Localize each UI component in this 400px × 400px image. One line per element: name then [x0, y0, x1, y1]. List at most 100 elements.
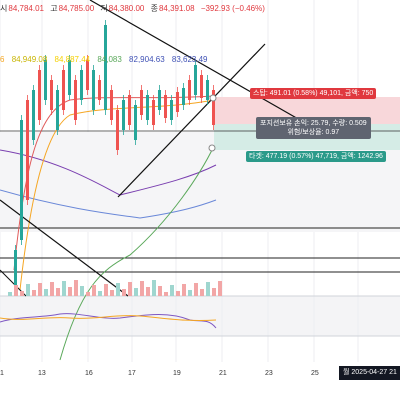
stop-loss-tag[interactable]: 스탑: 491.01 (0.58%) 49,101, 금액: 750: [250, 88, 377, 99]
close-label: 종: [150, 4, 158, 13]
candle-body: [164, 95, 167, 118]
volume-bar: [128, 282, 132, 296]
volume-bar: [200, 289, 204, 296]
moving-average-legend: 6 84,949.08 84,887.44 84,083 82,904.63 8…: [0, 55, 212, 64]
volume-bar: [164, 292, 168, 296]
candle-body: [62, 70, 65, 110]
close-value: 84,391.08: [158, 4, 195, 13]
candle-body: [14, 250, 17, 290]
x-axis-label-21: 21: [219, 370, 227, 377]
low-label: 저: [100, 4, 108, 13]
candle-body: [152, 100, 155, 125]
ohlc-legend: 시84,784.01 고84,785.00 저84,380.00 종84,391…: [0, 3, 266, 14]
x-axis-label-23: 23: [265, 370, 273, 377]
candle-body: [158, 90, 161, 110]
candle-body: [80, 70, 83, 100]
open-value: 84,784.01: [8, 4, 44, 13]
volume-bar: [194, 283, 198, 296]
candle-body: [26, 100, 29, 200]
candle-body: [194, 65, 197, 95]
ma-value-3: 84,083: [97, 55, 122, 64]
volume-bar: [80, 286, 84, 296]
entry-marker: [209, 94, 217, 102]
position-pnl-text: 포지션보유 손익: 25.79, 수량: 0.509: [260, 120, 367, 127]
candle-body: [206, 80, 209, 100]
position-info-box[interactable]: 포지션보유 손익: 25.79, 수량: 0.509 위험/보상율: 0.97: [256, 117, 371, 139]
low-value: 84,380.00: [108, 4, 145, 13]
volume-bar: [140, 281, 144, 296]
volume-bar: [20, 291, 24, 296]
candle-body: [146, 95, 149, 120]
ma-value-2: 84,887.44: [54, 55, 91, 64]
candle-body: [92, 70, 95, 110]
volume-bar: [98, 291, 102, 296]
candle-body: [50, 80, 53, 110]
volume-bar: [104, 284, 108, 296]
oscillator-pane-background: [0, 296, 400, 336]
x-axis-label-first: 1: [0, 370, 4, 377]
oscillator-signal-line: [0, 315, 217, 322]
volume-bar: [134, 288, 138, 296]
volume-bar: [92, 285, 96, 296]
volume-bar: [212, 288, 216, 296]
volume-bar: [218, 281, 222, 296]
volume-bar: [110, 290, 114, 296]
candle-body: [110, 90, 113, 120]
open-label: 시: [0, 4, 8, 13]
target-marker: [208, 144, 216, 152]
volume-bar: [50, 282, 54, 296]
candle-body: [140, 90, 143, 115]
ma-value-5: 83,623.49: [171, 55, 208, 64]
volume-bar: [122, 289, 126, 296]
trend-line-upper: [89, 0, 301, 121]
candle-body: [74, 80, 77, 120]
x-axis-label-17: 17: [128, 370, 136, 377]
volume-bar: [188, 290, 192, 296]
candle-body: [212, 90, 215, 125]
candle-body: [56, 90, 59, 130]
volume-bar: [56, 288, 60, 296]
candle-body: [86, 60, 89, 90]
volume-bar: [38, 283, 42, 296]
volume-bar: [68, 287, 72, 296]
x-axis-label-16: 16: [85, 370, 93, 377]
volume-bar: [32, 290, 36, 296]
candle-body: [68, 60, 71, 95]
candle-body: [134, 105, 137, 140]
volume-bar: [74, 280, 78, 296]
ma-value-4: 82,904.63: [129, 55, 165, 64]
volume-bar: [8, 292, 12, 296]
candle-body: [176, 92, 179, 112]
ma-value-0: 6: [0, 55, 5, 64]
candle-body: [182, 88, 185, 105]
candle-body: [122, 100, 125, 130]
volume-bar: [44, 289, 48, 296]
moving-average-line: [19, 99, 215, 291]
candle-body: [188, 80, 191, 100]
ma-value-1: 84,949.08: [11, 55, 48, 64]
x-axis-label-25: 25: [311, 370, 319, 377]
candle-body: [44, 60, 47, 100]
high-label: 고: [50, 4, 58, 13]
candle-body: [104, 25, 107, 110]
candle-body: [32, 90, 35, 140]
crosshair-date-label: 월 2025-04-27 21: [339, 366, 400, 380]
volume-bar: [116, 283, 120, 296]
candle-body: [116, 110, 119, 150]
x-axis-label-19: 19: [173, 370, 181, 377]
volume-bar: [158, 286, 162, 296]
volume-bar: [176, 291, 180, 296]
moving-average-line: [0, 189, 217, 219]
moving-average-line: [59, 145, 215, 361]
take-profit-tag[interactable]: 타겟: 477.19 (0.57%) 47,719, 금액: 1242.96: [246, 151, 386, 162]
volume-bar: [26, 284, 30, 296]
candle-body: [98, 80, 101, 100]
risk-reward-text: 위험/보상율: 0.97: [287, 129, 340, 136]
volume-bar: [206, 282, 210, 296]
volume-bar: [146, 287, 150, 296]
volume-bar: [86, 292, 90, 296]
price-change: −392.93 (−0.46%): [200, 4, 265, 13]
volume-bar: [170, 285, 174, 296]
